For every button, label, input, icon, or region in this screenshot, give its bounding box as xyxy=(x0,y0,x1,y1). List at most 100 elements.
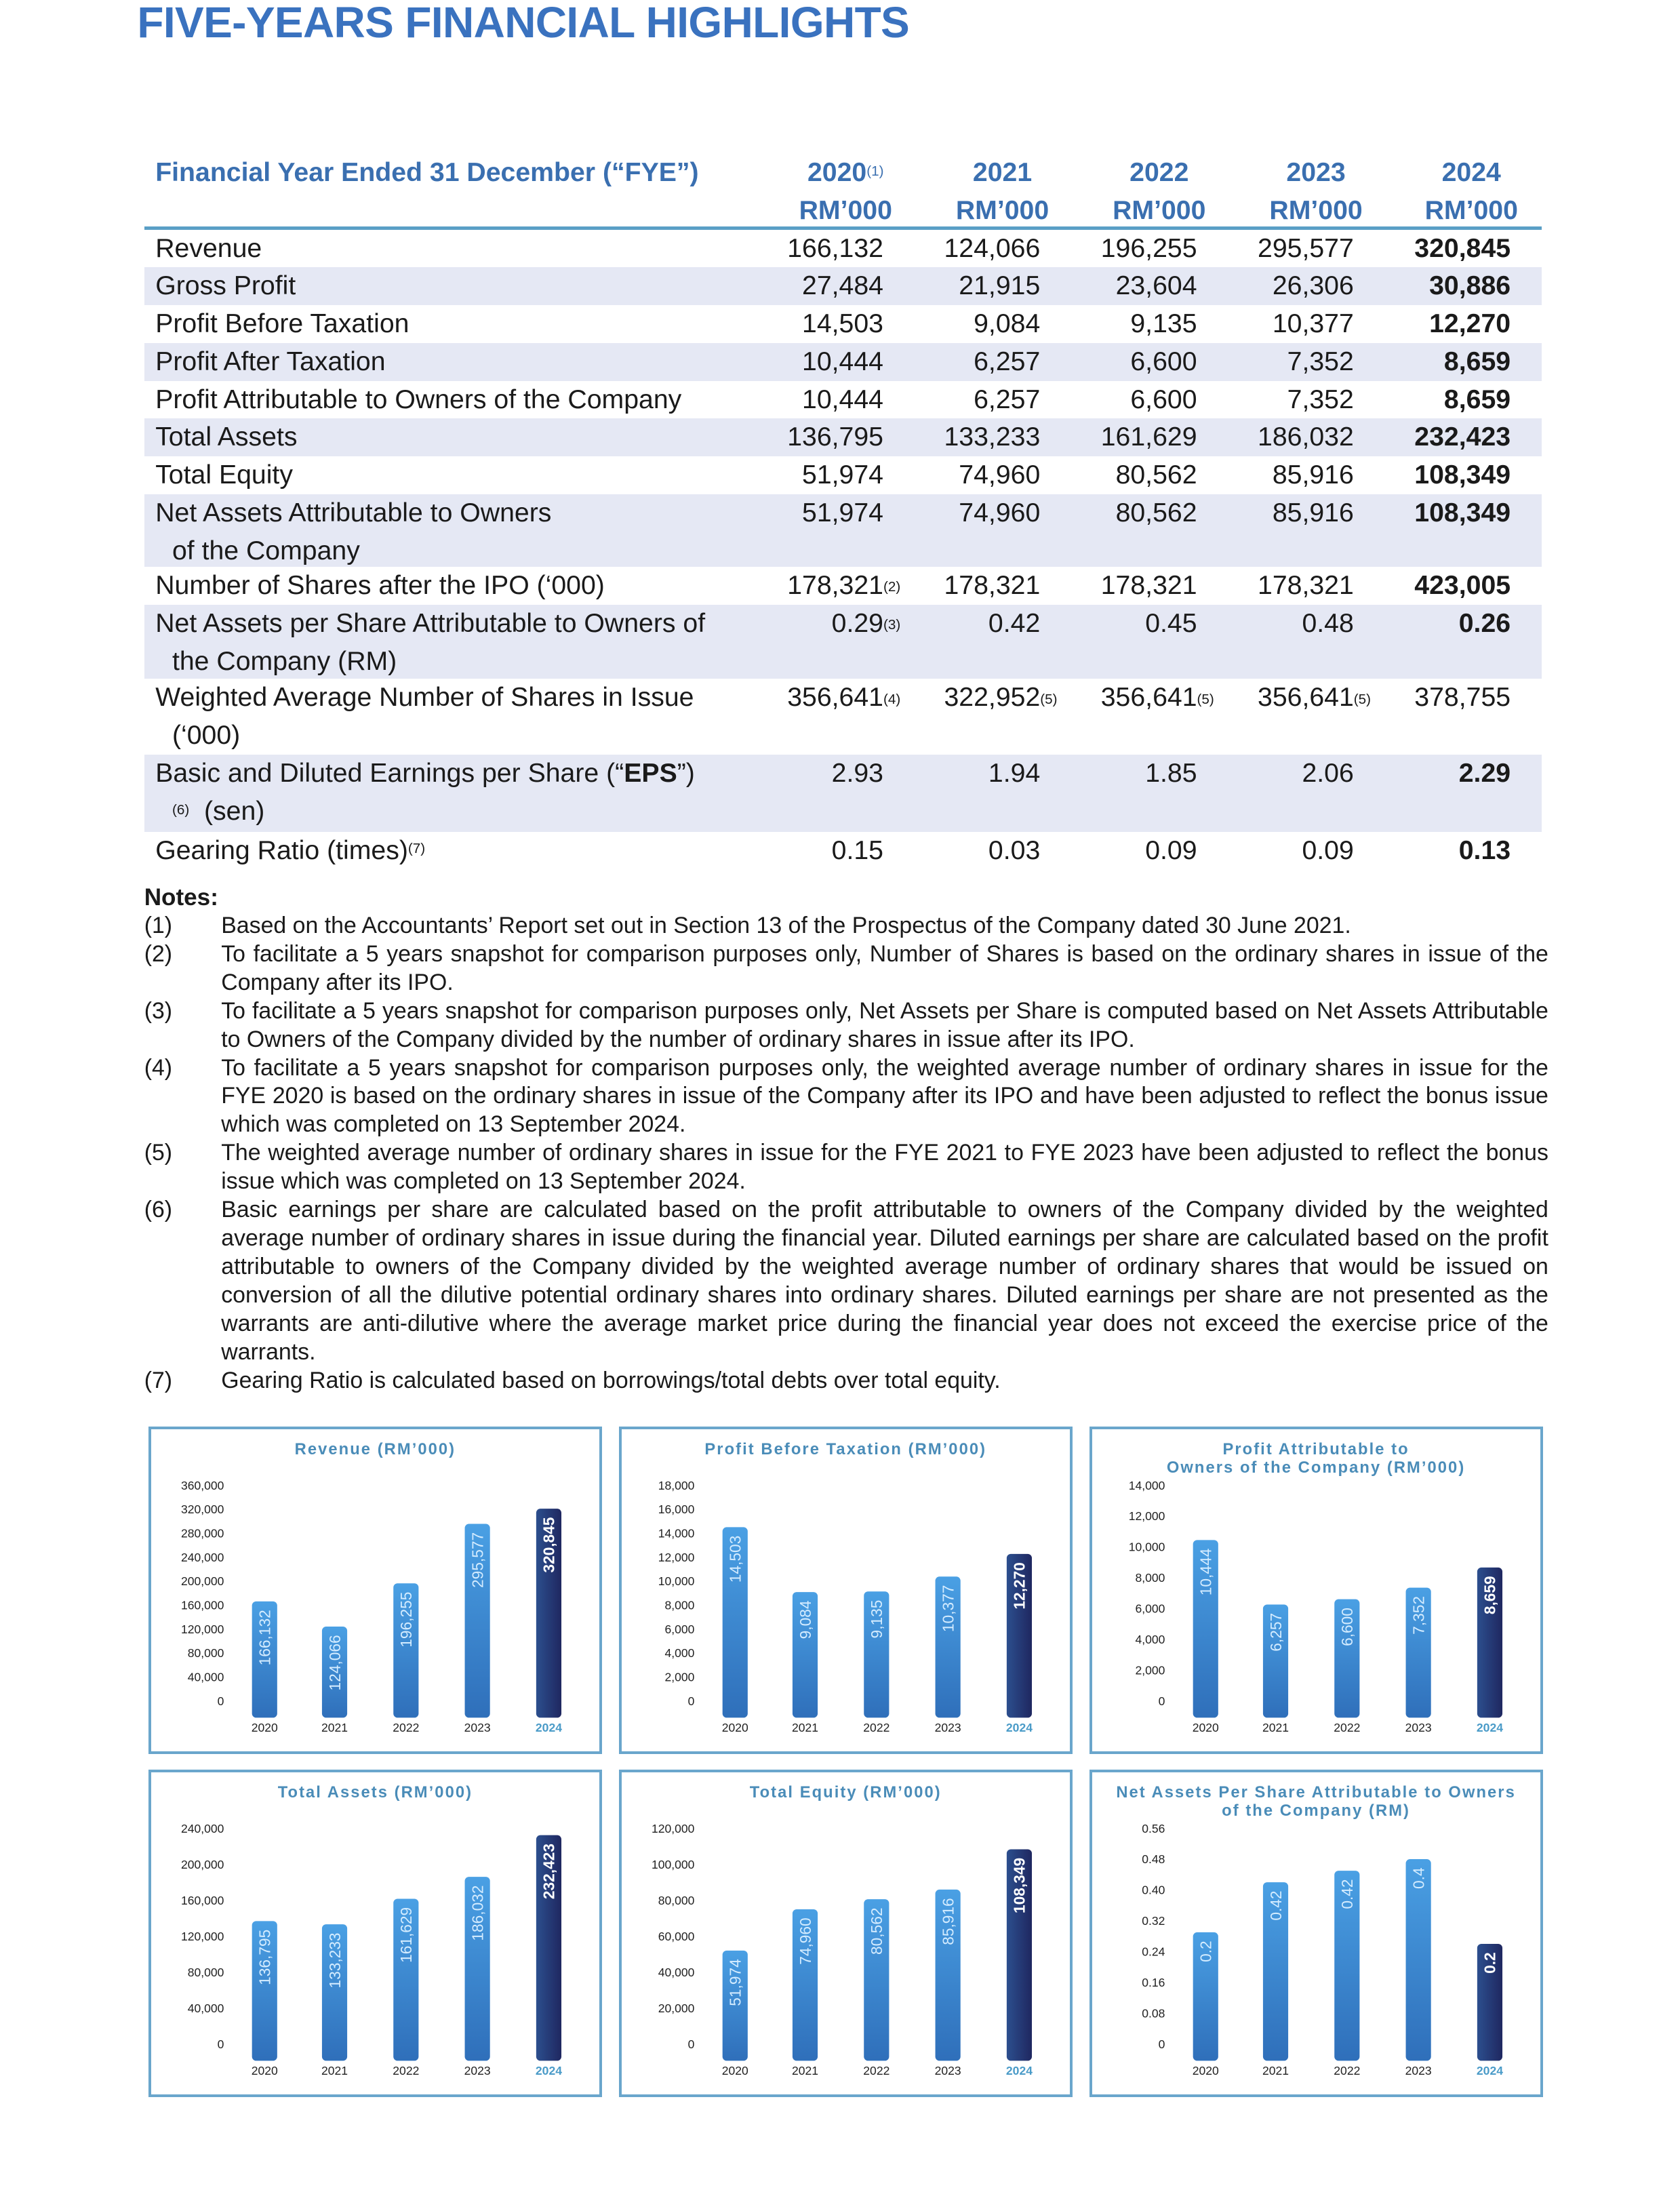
row-label: Gross Profit xyxy=(144,267,774,305)
note-text: Gearing Ratio is calculated based on bor… xyxy=(221,1367,1001,1393)
x-tick-label: 2022 xyxy=(863,2064,889,2077)
footnote-ref: (6) xyxy=(172,801,190,818)
x-tick-label: 2023 xyxy=(934,1721,961,1734)
row-value: 6,600 xyxy=(1087,343,1244,381)
y-tick-label: 0.32 xyxy=(1142,1914,1165,1928)
x-tick-label: 2023 xyxy=(464,2064,490,2077)
row-value: 74,960 xyxy=(931,494,1087,567)
row-value: 0.29 (3) xyxy=(774,605,931,679)
label-text: Profit After Taxation xyxy=(155,346,386,376)
bar-value-label: 9,084 xyxy=(796,1601,814,1639)
bar-value-label: 196,255 xyxy=(397,1592,415,1648)
y-tick-label: 6,000 xyxy=(1135,1602,1165,1616)
value-text: 166,132 xyxy=(787,233,883,263)
row-value: 21,915 xyxy=(931,267,1087,305)
footnote-ref: (5) xyxy=(1353,691,1372,707)
value-text: 14,503 xyxy=(802,308,883,339)
bar-2020 xyxy=(252,1921,277,2061)
bar-value-label: 85,916 xyxy=(939,1898,957,1945)
row-value: 9,135 xyxy=(1087,305,1244,343)
y-tick-label: 0 xyxy=(217,1694,224,1708)
note-item: (7) Gearing Ratio is calculated based on … xyxy=(144,1367,1548,1395)
value-text: 21,915 xyxy=(959,271,1041,301)
value-text: 295,577 xyxy=(1258,233,1354,263)
footnote-ref: (1) xyxy=(866,163,884,180)
row-value: 0.48 xyxy=(1245,605,1401,679)
note-number: (4) xyxy=(144,1054,173,1081)
y-tick-label: 40,000 xyxy=(188,1671,224,1684)
bar-2023 xyxy=(464,1877,490,2061)
value-text: 10,444 xyxy=(802,346,883,376)
bar-2023 xyxy=(935,1890,961,2061)
table-row: Total Equity 51,974 74,960 80,562 85,916 108,… xyxy=(144,456,1542,494)
row-value: 9,084 xyxy=(931,305,1087,343)
row-value: 108,349 xyxy=(1401,494,1542,567)
row-value: 196,255 xyxy=(1087,230,1244,268)
bar-value-label: 0.2 xyxy=(1197,1940,1214,1962)
y-tick-label: 6,000 xyxy=(664,1622,694,1636)
row-value: 178,321 xyxy=(1245,567,1401,605)
value-text: 133,233 xyxy=(944,422,1041,452)
row-label-line: Total Assets xyxy=(155,418,774,456)
value-text: 320,845 xyxy=(1414,233,1511,263)
bar-2024 xyxy=(1477,1944,1502,2061)
bar-2022 xyxy=(863,1591,889,1718)
table-row: Net Assets Attributable to Owners of the … xyxy=(144,494,1542,568)
y-tick-label: 2,000 xyxy=(664,1671,694,1684)
chart-panel: 0 2,000 4,000 6,000 8,000 10,000 12,000 14,000 1… xyxy=(618,1427,1073,1755)
value-text: 0.15 xyxy=(831,835,883,865)
row-label-line: Net Assets Attributable to Owners xyxy=(155,494,774,532)
row-value: 2.93 xyxy=(774,755,931,832)
label-text: Net Assets per Share Attributable to Own… xyxy=(155,608,706,639)
y-tick-label: 10,000 xyxy=(1128,1540,1165,1554)
bar-value-label: 10,377 xyxy=(939,1585,957,1632)
bar-value-label: 0.42 xyxy=(1338,1879,1356,1909)
table-header: Financial Year Ended 31 December (“FYE”)… xyxy=(144,154,1542,230)
value-text: 6,257 xyxy=(974,384,1041,414)
bar-2021 xyxy=(1262,1604,1288,1718)
unit-label: RM’000 xyxy=(1269,195,1363,225)
row-label-line: Gearing Ratio (times)(7) xyxy=(155,832,774,870)
y-tick-label: 80,000 xyxy=(188,1646,224,1660)
value-text: 108,349 xyxy=(1414,497,1511,527)
row-value: 74,960 xyxy=(931,456,1087,494)
bar-value-label: 295,577 xyxy=(468,1532,486,1588)
x-tick-label: 2020 xyxy=(252,2064,278,2077)
bar-2020 xyxy=(1193,1540,1218,1718)
value-text: 85,916 xyxy=(1272,460,1354,490)
value-text: 178,321 xyxy=(944,570,1041,601)
x-tick-label: 2023 xyxy=(934,2064,961,2077)
y-tick-label: 0 xyxy=(217,2037,224,2051)
value-text: 356,641 xyxy=(1100,682,1197,713)
chart-title: Profit Attributable to Owners of the Com… xyxy=(1166,1440,1466,1477)
row-label: Profit Attributable to Owners of the Com… xyxy=(144,381,774,419)
table-row: Basic and Diluted Earnings per Share (“E… xyxy=(144,754,1542,832)
value-text: 0.09 xyxy=(1145,835,1197,865)
label-text: (‘000) xyxy=(172,720,241,751)
value-text: 1.94 xyxy=(988,757,1041,788)
bar-value-label: 8,659 xyxy=(1481,1576,1498,1615)
y-tick-label: 10,000 xyxy=(658,1574,694,1588)
row-value: 23,604 xyxy=(1087,267,1244,305)
bar-chart: 0 2,000 4,000 6,000 8,000 10,000 12,000 14,000 1… xyxy=(658,1479,1032,1734)
note-item: (6) Basic earnings per share are calculat… xyxy=(144,1196,1548,1367)
y-tick-label: 0.48 xyxy=(1142,1852,1165,1866)
x-tick-label: 2021 xyxy=(321,2064,348,2077)
value-text: 2.93 xyxy=(831,757,883,788)
table-row: Number of Shares after the IPO (‘000) 178… xyxy=(144,567,1542,605)
bar-2021 xyxy=(792,1909,818,2061)
row-value: 51,974 xyxy=(774,456,931,494)
value-text: 161,629 xyxy=(1100,422,1197,452)
bar-2023 xyxy=(935,1576,961,1718)
note-text: The weighted average number of ordinary … xyxy=(221,1140,1548,1195)
row-label: Number of Shares after the IPO (‘000) xyxy=(144,567,774,605)
value-text: 27,484 xyxy=(802,271,883,301)
table-row: Total Assets 136,795 133,233 161,629 186,032… xyxy=(144,418,1542,457)
value-text: 80,562 xyxy=(1115,460,1197,490)
row-value: 0.09 xyxy=(1245,832,1401,870)
y-tick-label: 0.40 xyxy=(1142,1884,1165,1897)
bar-2024 xyxy=(536,1835,561,2061)
x-tick-label: 2022 xyxy=(1334,1721,1360,1734)
row-value: 80,562 xyxy=(1087,494,1244,567)
value-text: 23,604 xyxy=(1115,271,1197,301)
